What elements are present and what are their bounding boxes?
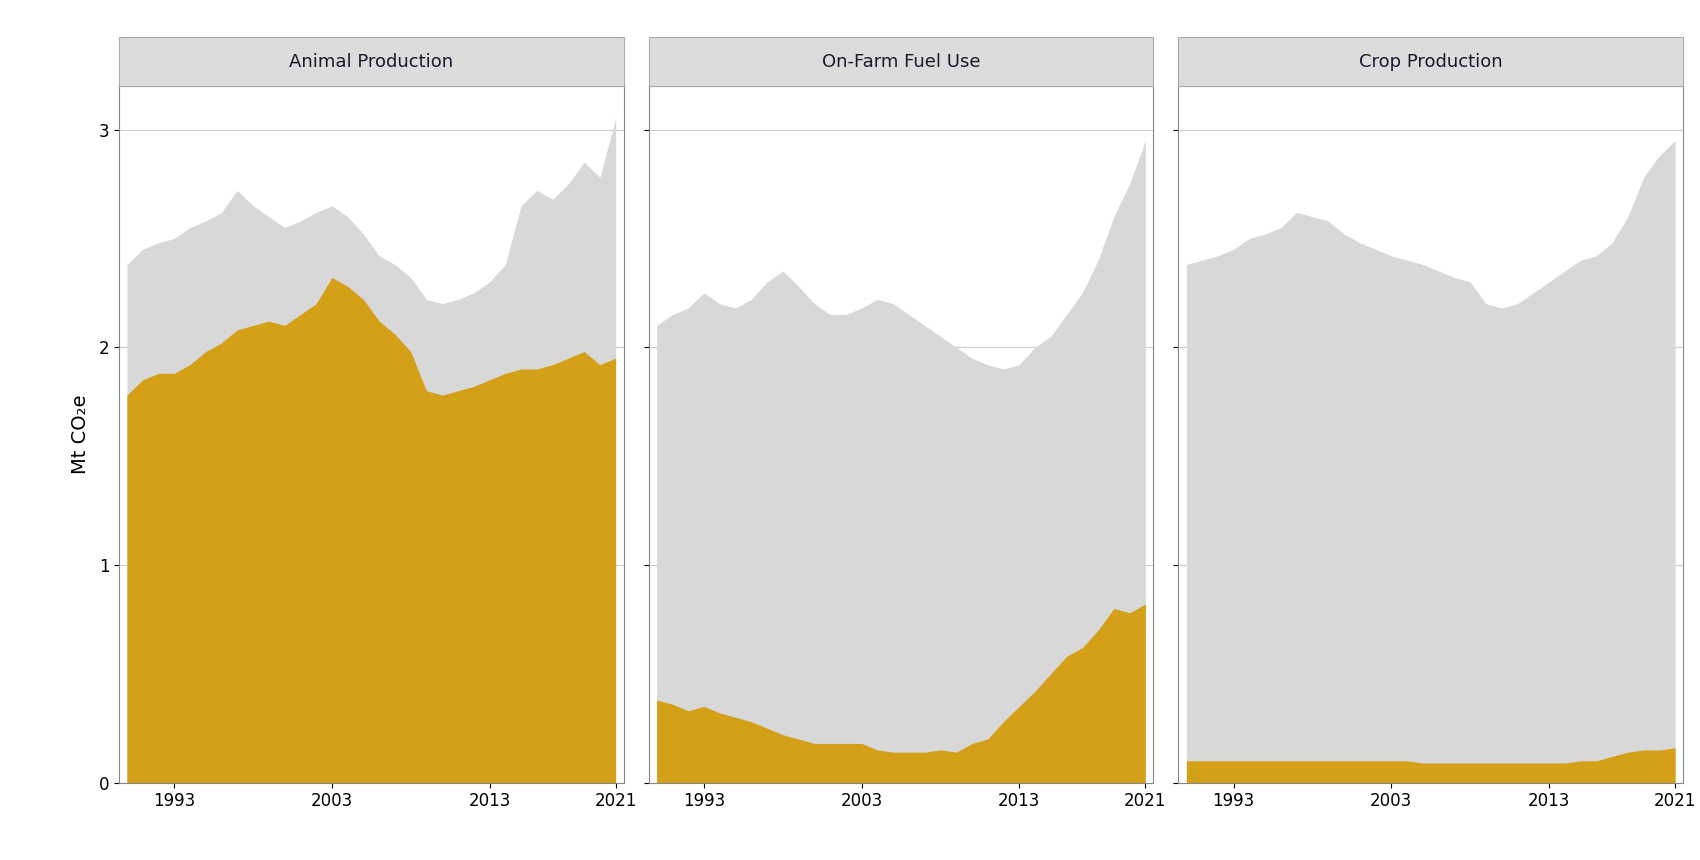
FancyBboxPatch shape <box>1178 37 1683 86</box>
Y-axis label: Mt CO₂e: Mt CO₂e <box>71 395 90 474</box>
FancyBboxPatch shape <box>649 37 1153 86</box>
Text: On-Farm Fuel Use: On-Farm Fuel Use <box>821 52 981 71</box>
Text: Crop Production: Crop Production <box>1358 52 1503 71</box>
Text: Animal Production: Animal Production <box>289 52 454 71</box>
FancyBboxPatch shape <box>119 37 624 86</box>
